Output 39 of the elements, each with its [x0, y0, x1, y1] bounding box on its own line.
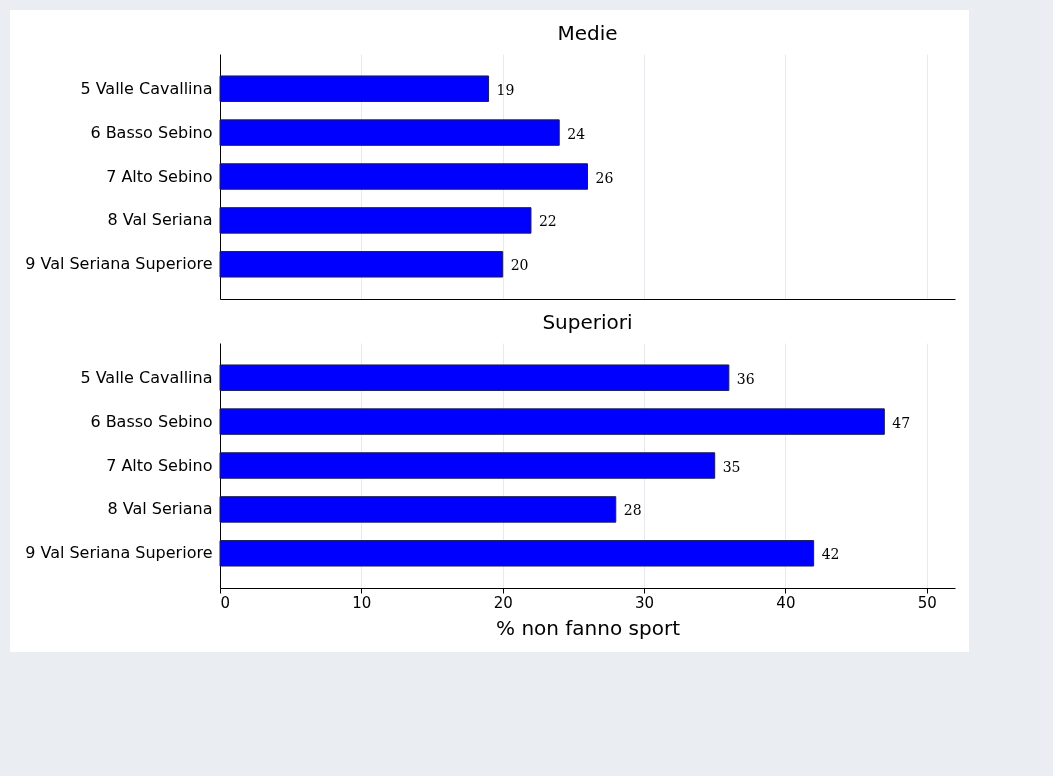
- y-tick-label: 8 Val Seriana: [107, 499, 213, 519]
- bar: [219, 75, 490, 102]
- bar: [219, 496, 617, 523]
- data-label: 24: [567, 125, 586, 142]
- data-label: 42: [821, 546, 840, 563]
- y-tick-label: 5 Valle Cavallina: [80, 367, 213, 387]
- bar: [219, 207, 532, 234]
- bar: [219, 408, 885, 435]
- data-label: 22: [538, 213, 557, 230]
- data-label: 35: [722, 458, 741, 475]
- bar: [219, 452, 716, 479]
- y-tick-label: 7 Alto Sebino: [106, 455, 213, 475]
- y-tick-label: 6 Basso Sebino: [90, 122, 213, 142]
- y-tick-label: 7 Alto Sebino: [106, 166, 213, 186]
- y-tick-label: 9 Val Seriana Superiore: [25, 543, 213, 563]
- x-tick-label: 10: [352, 593, 372, 612]
- y-tick-label: 6 Basso Sebino: [90, 411, 213, 431]
- x-tick-label: 20: [493, 593, 513, 612]
- y-tick-label: 8 Val Seriana: [107, 210, 213, 230]
- bar: [219, 251, 504, 278]
- data-label: 20: [510, 257, 529, 274]
- data-label: 28: [623, 502, 642, 519]
- chart-title: Superiori: [542, 310, 633, 334]
- bar: [219, 364, 730, 391]
- y-tick-label: 9 Val Seriana Superiore: [25, 254, 213, 274]
- x-axis-title: % non fanno sport: [496, 615, 681, 640]
- x-tick-label: 40: [776, 593, 796, 612]
- data-label: 36: [736, 370, 755, 387]
- x-tick-label: 30: [634, 593, 655, 612]
- x-tick-label: 50: [917, 593, 937, 612]
- bar: [219, 119, 560, 146]
- bar: [219, 163, 588, 190]
- y-tick-label: 5 Valle Cavallina: [80, 78, 213, 98]
- data-label: 26: [595, 169, 614, 186]
- chart-title: Medie: [557, 21, 618, 45]
- data-label: 19: [496, 81, 515, 98]
- x-tick-label: 0: [220, 593, 231, 612]
- bar: [219, 540, 815, 567]
- data-label: 47: [892, 414, 911, 431]
